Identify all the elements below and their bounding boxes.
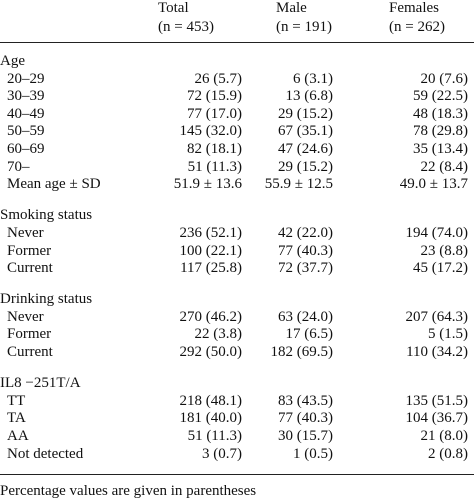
- cell: 5 (1.5): [428, 326, 468, 343]
- cell: 77 (40.3): [278, 242, 333, 259]
- row-label: Never: [7, 308, 44, 325]
- cell: 59 (22.5): [413, 88, 468, 105]
- cell: 51 (11.3): [187, 427, 242, 444]
- column-title: Total: [158, 0, 189, 16]
- cell: 72 (37.7): [278, 260, 333, 277]
- row-label: TT: [7, 392, 26, 409]
- cell: 77 (17.0): [187, 105, 242, 122]
- header-rule: [0, 42, 474, 43]
- cell: 194 (74.0): [405, 224, 469, 241]
- cell: 117 (25.8): [180, 260, 242, 277]
- row-label: Not detected: [7, 445, 84, 462]
- row-label: 60–69: [7, 141, 45, 157]
- cell: 29 (15.2): [278, 158, 333, 175]
- cell: 35 (13.4): [413, 141, 468, 157]
- cell: 6 (3.1): [293, 70, 333, 87]
- cell: 182 (69.5): [270, 344, 334, 360]
- section-title: Smoking status: [0, 207, 93, 224]
- row-label: 30–39: [7, 88, 45, 105]
- row-label: AA: [7, 427, 29, 444]
- cell: 47 (24.6): [278, 141, 333, 157]
- row-label: Never: [7, 224, 44, 241]
- cell: 3 (0.7): [202, 445, 242, 462]
- cell: 1 (0.5): [293, 445, 333, 462]
- cell: 48 (18.3): [413, 105, 468, 122]
- cell: 23 (8.8): [420, 242, 469, 259]
- row-label: 70–: [7, 158, 30, 175]
- section-title: IL8 −251T/A: [0, 375, 81, 392]
- cell: 22 (3.8): [194, 326, 243, 343]
- cell: 181 (40.0): [179, 410, 243, 427]
- cell: 55.9 ± 12.5: [264, 176, 333, 193]
- cell: 82 (18.1): [187, 141, 242, 157]
- cell: 13 (6.8): [285, 88, 334, 105]
- row-label: Former: [7, 242, 52, 259]
- cell: 21 (8.0): [420, 427, 469, 444]
- row-label: Former: [7, 326, 52, 343]
- column-title: Male: [276, 0, 307, 16]
- cell: 83 (43.5): [278, 392, 333, 409]
- cell: 104 (36.7): [405, 410, 469, 427]
- cell: 67 (35.1): [278, 123, 333, 140]
- column-n: (n = 262): [389, 19, 445, 35]
- row-label: 20–29: [7, 70, 45, 87]
- cell: 2 (0.8): [428, 445, 468, 462]
- cell: 207 (64.3): [405, 308, 469, 325]
- cell: 145 (32.0): [179, 123, 243, 140]
- row-label: TA: [7, 410, 26, 427]
- cell: 292 (50.0): [179, 344, 243, 360]
- cell: 51 (11.3): [187, 158, 242, 175]
- row-label: 50–59: [7, 123, 45, 140]
- cell: 236 (52.1): [179, 224, 243, 241]
- column-title: Females: [389, 0, 439, 16]
- bottom-rule: [0, 474, 474, 475]
- cell: 49.0 ± 13.7: [399, 176, 468, 193]
- cell: 63 (24.0): [278, 308, 333, 325]
- cell: 29 (15.2): [278, 105, 333, 122]
- cell: 72 (15.9): [187, 88, 242, 105]
- row-label: Current: [7, 260, 53, 277]
- cell: 30 (15.7): [278, 427, 333, 444]
- footnote: Percentage values are given in parenthes…: [0, 483, 257, 499]
- cell: 218 (48.1): [179, 392, 243, 409]
- cell: 20 (7.6): [420, 70, 469, 87]
- column-n: (n = 453): [158, 19, 214, 35]
- row-label: Mean age ± SD: [7, 176, 101, 193]
- cell: 42 (22.0): [278, 224, 333, 241]
- cell: 78 (29.8): [413, 123, 468, 140]
- cell: 270 (46.2): [179, 308, 243, 325]
- cell: 110 (34.2): [406, 344, 468, 360]
- section-title: Age: [0, 53, 25, 69]
- row-label: Current: [7, 344, 53, 360]
- row-label: 40–49: [7, 105, 45, 122]
- cell: 100 (22.1): [179, 242, 243, 259]
- column-n: (n = 191): [276, 19, 332, 35]
- cell: 135 (51.5): [405, 392, 469, 409]
- cell: 17 (6.5): [285, 326, 334, 343]
- cell: 26 (5.7): [194, 70, 243, 87]
- cell: 22 (8.4): [420, 158, 469, 175]
- cell: 45 (17.2): [413, 260, 468, 277]
- section-title: Drinking status: [0, 291, 93, 308]
- cell: 51.9 ± 13.6: [173, 176, 242, 193]
- cell: 77 (40.3): [278, 410, 333, 427]
